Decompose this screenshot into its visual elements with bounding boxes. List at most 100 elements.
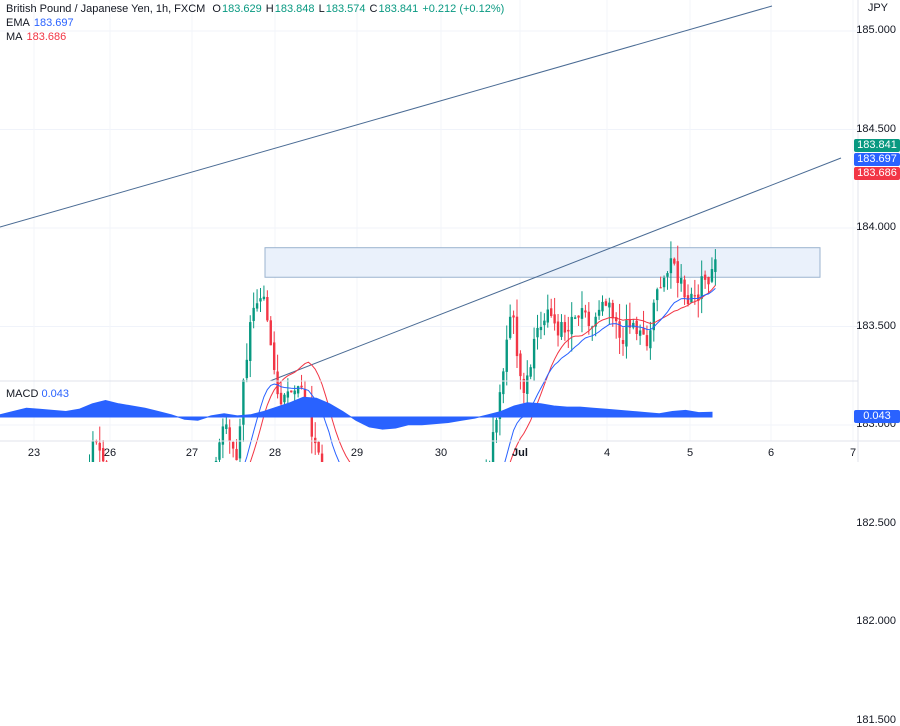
candle-body (519, 354, 521, 377)
ema-price-tag: 183.697 (854, 153, 900, 166)
time-tick-label: 29 (351, 447, 363, 459)
chart-canvas[interactable] (0, 0, 900, 462)
candle-body (294, 391, 296, 395)
candle-body (714, 259, 716, 272)
candle-body (646, 335, 648, 346)
candle-body (670, 258, 672, 273)
candle-body (560, 322, 562, 337)
candle-body (550, 308, 552, 316)
candle-body (287, 391, 289, 397)
time-tick-label: 5 (687, 447, 693, 459)
candle-body (666, 273, 668, 277)
price-tick-label: 181.500 (856, 714, 896, 726)
time-tick-label: 6 (768, 447, 774, 459)
candle-body (533, 339, 535, 368)
candle-body (673, 259, 675, 264)
candle-body (276, 372, 278, 395)
candle-body (536, 328, 538, 337)
candle-body (232, 442, 234, 449)
candle-body (636, 321, 638, 334)
candle-body (540, 327, 542, 330)
candle-body (567, 330, 569, 332)
candle-body (249, 322, 251, 361)
time-tick-label: 23 (28, 447, 40, 459)
chart-legend: British Pound / Japanese Yen, 1h, FXCM O… (6, 2, 505, 44)
candle-body (506, 340, 508, 372)
price-tick-label: 185.000 (856, 24, 896, 36)
candle-body (547, 310, 549, 323)
candle-body (639, 330, 641, 335)
grid (0, 0, 858, 462)
ema-line (4, 288, 715, 462)
time-tick-label: 27 (186, 447, 198, 459)
candle-body (649, 330, 651, 348)
candle-body (694, 295, 696, 296)
candle-body (656, 289, 658, 300)
candle-body (290, 391, 292, 393)
ma-line (4, 285, 715, 462)
candle-body (612, 303, 614, 318)
ohlc-values: O183.629 H183.848 L183.574 C183.841 +0.2… (212, 3, 505, 15)
candle-body (557, 322, 559, 336)
candle-body (700, 276, 702, 299)
candle-body (492, 432, 494, 462)
candle-body (601, 302, 603, 311)
time-tick-label: 7 (850, 447, 856, 459)
candle-body (677, 261, 679, 283)
candle-body (229, 427, 231, 441)
channel-lines (0, 6, 841, 381)
candle-body (625, 320, 627, 346)
time-tick-label: 26 (104, 447, 116, 459)
candle-body (584, 310, 586, 312)
candle-body (495, 420, 497, 433)
candle-body (246, 360, 248, 378)
candle-body (680, 278, 682, 284)
candle-body (707, 277, 709, 284)
candle-body (92, 440, 94, 462)
candle-body (622, 340, 624, 344)
candle-body (632, 323, 634, 328)
candle-body (317, 442, 319, 453)
candle-body (273, 342, 275, 370)
macd-area (0, 397, 712, 429)
candle-body (581, 308, 583, 319)
candle-body (526, 375, 528, 394)
candle-body (571, 317, 573, 334)
candle-body (618, 321, 620, 337)
price-tick-label: 184.500 (856, 123, 896, 135)
price-change: +0.212 (+0.12%) (422, 3, 504, 15)
macd-legend[interactable]: MACD 0.043 (6, 388, 69, 400)
candle-body (270, 320, 272, 345)
price-tick-label: 182.500 (856, 517, 896, 529)
candle-body (588, 312, 590, 326)
candle-body (263, 297, 265, 299)
time-tick-label: 4 (604, 447, 610, 459)
price-tick-label: 184.000 (856, 221, 896, 233)
candle-body (502, 371, 504, 394)
candle-body (598, 310, 600, 316)
candle-body (99, 443, 101, 451)
indicator-lines (4, 285, 715, 462)
macd-histogram (0, 397, 712, 429)
candle-body (259, 298, 261, 301)
symbol-title[interactable]: British Pound / Japanese Yen, 1h, FXCM (6, 3, 205, 15)
candle-body (711, 269, 713, 282)
candle-body (314, 438, 316, 443)
close-price-tag: 183.841 (854, 139, 900, 152)
candle-body (280, 393, 282, 404)
candle-body (252, 308, 254, 321)
candle-body (553, 314, 555, 323)
price-tick-label: 183.500 (856, 320, 896, 332)
candle-body (300, 386, 302, 388)
ma-price-tag: 183.686 (854, 167, 900, 180)
candle-body (283, 395, 285, 403)
candle-body (225, 424, 227, 429)
candle-body (239, 426, 241, 458)
candle-body (266, 297, 268, 320)
candle-body (509, 317, 511, 338)
candle-body (608, 303, 610, 308)
resistance-zone (265, 248, 820, 278)
candle-body (516, 317, 518, 356)
